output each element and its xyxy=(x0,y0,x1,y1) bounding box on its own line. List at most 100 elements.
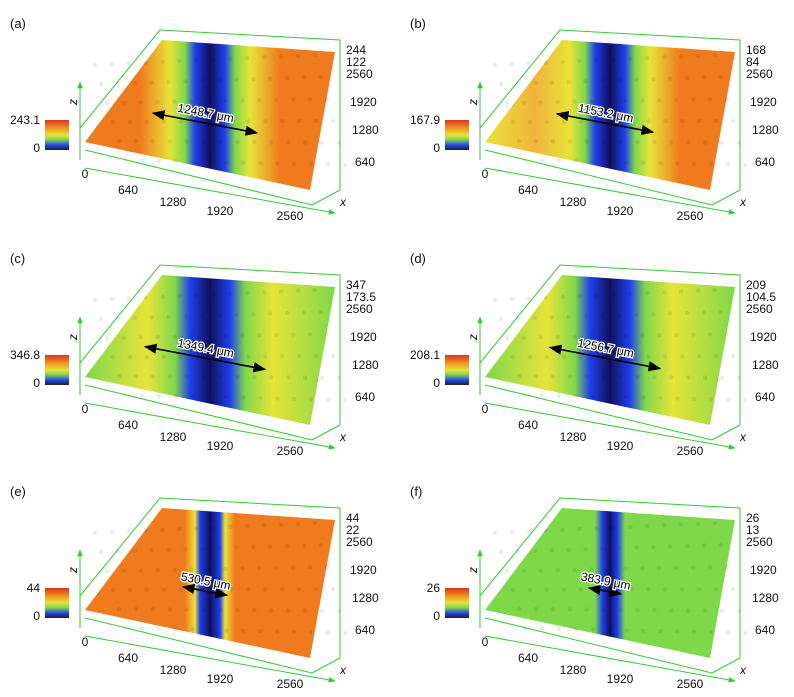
surface-texture-dot xyxy=(268,544,273,549)
surface-texture-dot xyxy=(725,397,731,402)
surface-texture-dot xyxy=(492,297,498,303)
surface-texture-dot xyxy=(692,396,697,401)
x-tick-label: 1920 xyxy=(607,439,634,453)
surface-texture-dot xyxy=(104,568,110,574)
width-arrow xyxy=(555,111,655,135)
frame-right-corner xyxy=(711,657,741,674)
surface-texture-dot xyxy=(719,375,725,380)
surface-texture-dot xyxy=(177,527,182,532)
surface-texture-dot xyxy=(104,100,110,106)
surface-texture-dot xyxy=(628,291,633,296)
surface-texture-dot xyxy=(307,565,313,570)
surface-texture-dot xyxy=(679,522,684,527)
surface-texture-dot xyxy=(550,139,555,144)
surface-texture-dot xyxy=(149,80,154,85)
y-tick-label: 1280 xyxy=(752,123,779,137)
surface-texture-dot xyxy=(109,297,115,302)
surface-texture-dot xyxy=(549,548,554,553)
surface-texture-dot xyxy=(133,374,139,379)
surface-texture-dot xyxy=(280,354,285,359)
surface-texture-dot xyxy=(295,53,301,58)
y-tick-label: 2560 xyxy=(746,535,773,549)
surface-texture-dot xyxy=(736,375,742,381)
surface-texture-dot xyxy=(645,55,650,61)
surface-texture-dot xyxy=(318,74,324,80)
surface-texture-dot xyxy=(713,353,719,359)
surface-texture-dot xyxy=(697,354,702,359)
surface-texture-dot xyxy=(206,334,211,339)
surface-texture-dot xyxy=(646,354,651,359)
surface-texture-dot xyxy=(98,81,104,87)
surface-texture-dot xyxy=(211,57,216,62)
surface-texture-dot xyxy=(527,119,533,125)
width-arrow xyxy=(181,583,229,599)
surface-texture-dot xyxy=(515,316,521,321)
surface-texture-dot xyxy=(556,158,561,163)
surface-texture-dot xyxy=(92,530,98,536)
surface-texture-dot xyxy=(527,587,533,593)
surface-texture-dot xyxy=(318,542,324,548)
surface-texture-dot xyxy=(718,542,724,548)
z-axis-label: z xyxy=(66,334,80,341)
surface-texture-dot xyxy=(498,81,504,87)
surface-texture-dot xyxy=(149,548,154,553)
surface-texture-dot xyxy=(600,78,605,84)
surface-texture-dot xyxy=(594,526,599,531)
surface-texture-dot xyxy=(725,630,731,635)
y-tick-label: 640 xyxy=(355,390,375,404)
surface-texture-dot xyxy=(663,354,668,359)
z-max-label: 347 xyxy=(346,278,366,292)
surface-texture-dot xyxy=(200,313,205,318)
x-tick-label: 2560 xyxy=(677,209,704,223)
surface-texture-dot xyxy=(275,161,280,166)
surface-texture-dot xyxy=(246,587,251,592)
surface-texture-dot xyxy=(161,119,166,125)
z-max-label: 26 xyxy=(746,511,760,525)
frame-front-edge xyxy=(84,149,313,206)
surface-texture-dot xyxy=(285,543,290,549)
surface-texture-dot xyxy=(190,394,195,399)
surface-texture-dot xyxy=(274,97,279,103)
surface-texture-dot xyxy=(635,374,640,380)
surface-texture-dot xyxy=(624,160,629,165)
z-mid-label: 13 xyxy=(746,523,760,537)
surface-texture-dot xyxy=(634,77,639,82)
surface-texture-dot xyxy=(194,526,199,531)
surface-texture-dot xyxy=(201,374,206,379)
x-tick-label: 2560 xyxy=(277,209,304,223)
surface-texture-dot xyxy=(509,530,515,535)
surface-texture-dot xyxy=(718,309,724,315)
surface-texture-dot xyxy=(313,118,319,124)
surface-texture-dot xyxy=(623,333,628,338)
surface-texture-dot xyxy=(292,161,297,166)
surface-texture-dot xyxy=(556,626,561,631)
surface-texture-dot xyxy=(319,375,325,380)
surface-texture-dot xyxy=(611,57,616,62)
surface-texture-dot xyxy=(544,587,549,592)
surface-texture-dot xyxy=(292,396,297,401)
surface-texture-dot xyxy=(252,140,257,145)
surface-texture-dot xyxy=(701,543,707,548)
frame-front-edge xyxy=(84,384,313,441)
surface-texture-dot xyxy=(629,587,634,592)
surface-texture-dot xyxy=(594,293,599,298)
x-tick-label: 640 xyxy=(118,651,138,665)
surface-texture-dot xyxy=(161,354,166,359)
surface-texture-dot xyxy=(312,52,318,58)
surface-texture-dot xyxy=(652,140,657,145)
surface-texture-dot xyxy=(572,99,577,105)
frame-front-edge xyxy=(84,617,313,674)
surface-texture-dot xyxy=(342,162,348,168)
surface-texture-dot xyxy=(658,628,663,634)
surface-texture-dot xyxy=(709,397,714,402)
surface-texture-dot xyxy=(707,332,713,337)
surface-texture-dot xyxy=(139,393,145,398)
surface-texture-dot xyxy=(189,99,194,104)
surface-texture-dot xyxy=(526,61,531,66)
surface-texture-dot xyxy=(509,62,515,67)
surface-texture-dot xyxy=(663,119,668,124)
surface-texture-dot xyxy=(641,628,646,633)
y-tick-label: 640 xyxy=(755,155,775,169)
surface-texture-dot xyxy=(549,315,554,320)
surface-texture-dot xyxy=(252,608,257,613)
